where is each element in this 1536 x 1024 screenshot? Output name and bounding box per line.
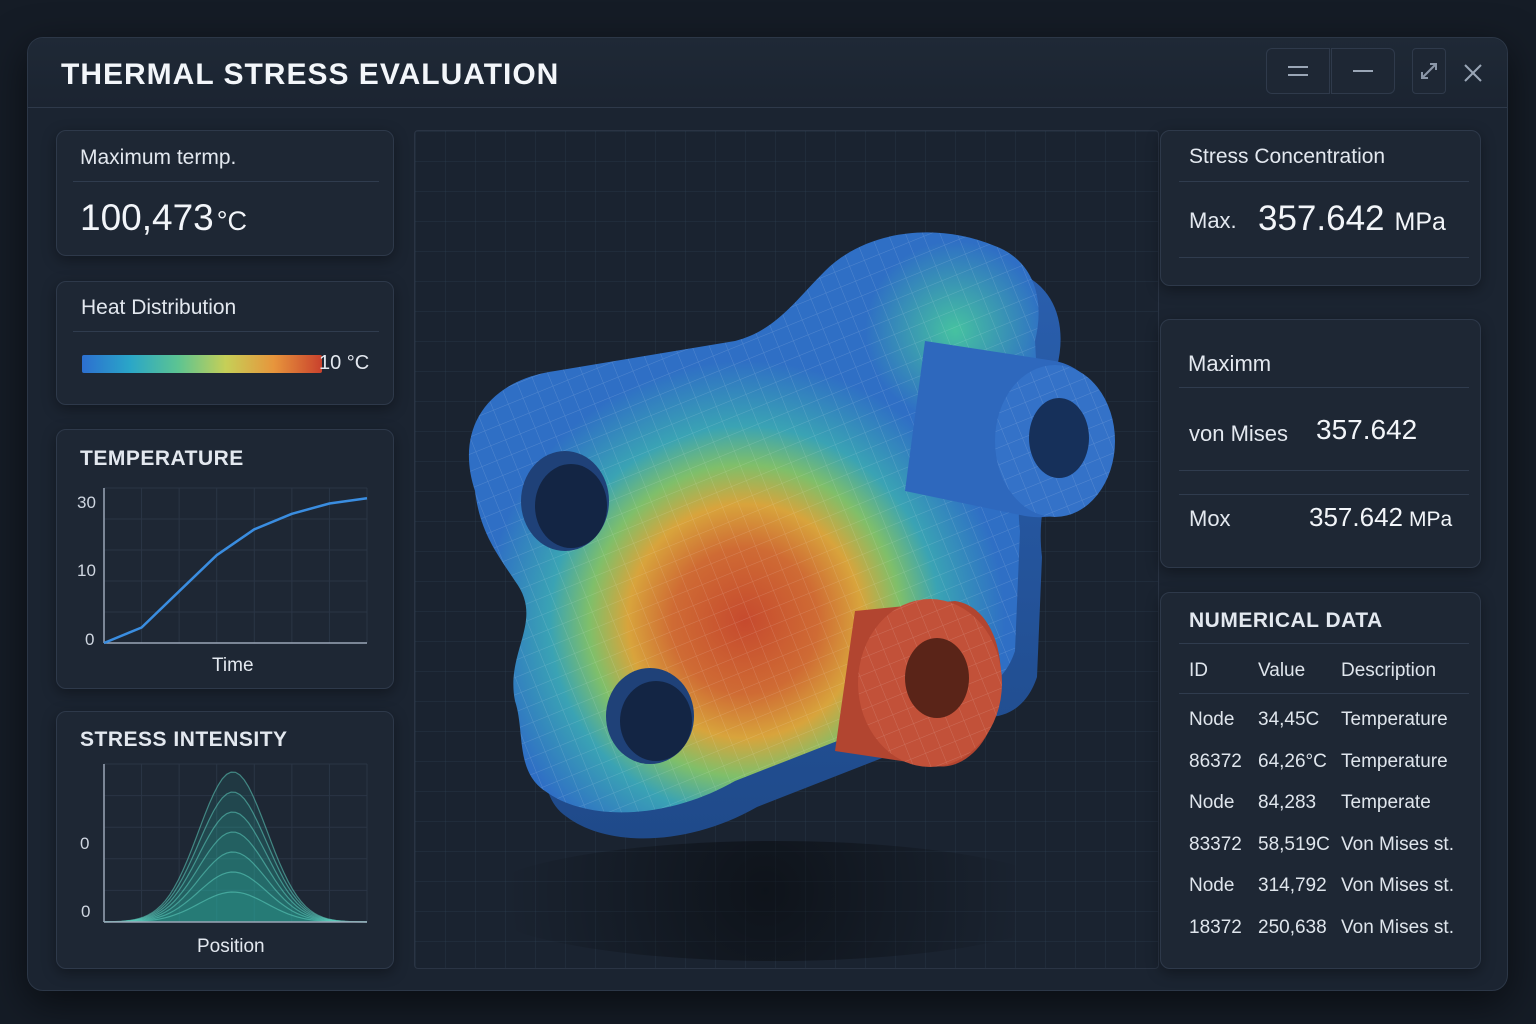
temperature-chart-title: TEMPERATURE xyxy=(80,447,244,470)
heat-distribution-panel: Heat Distribution 10 °C xyxy=(56,281,394,405)
stress-contour-level xyxy=(103,811,367,923)
mox-value: 357.642 MPa xyxy=(1309,502,1453,532)
stress-x-label: Position xyxy=(197,936,265,957)
column-header-id: ID xyxy=(1189,660,1208,681)
stress-concentration-title: Stress Concentration xyxy=(1189,145,1386,168)
cell-value: 34,45C xyxy=(1258,709,1320,730)
column-header-description: Description xyxy=(1341,660,1437,681)
stress-concentration-panel: Stress Concentration Max. 357.642 MPa xyxy=(1160,130,1481,286)
stress-max-value: 357.642 MPa xyxy=(1258,199,1446,238)
cell-id: 18372 xyxy=(1189,916,1242,938)
cell-description: Von Mises st. xyxy=(1341,875,1454,896)
temperature-chart xyxy=(103,487,368,645)
cell-value: 84,283 xyxy=(1258,792,1317,813)
cell-id: Node xyxy=(1189,875,1235,896)
temperature-series-line xyxy=(103,497,368,645)
stress-contour-level xyxy=(103,831,368,923)
stress-intensity-title: STRESS INTENSITY xyxy=(80,728,288,751)
heat-scale-label: 10 °C xyxy=(319,352,370,374)
cell-value: 250,638 xyxy=(1258,916,1327,938)
von-mises-label: von Mises xyxy=(1189,421,1289,446)
model-viewport[interactable] xyxy=(414,130,1159,969)
stress-contour-level xyxy=(103,791,367,923)
window-title: THERMAL STRESS EVALUATION xyxy=(61,58,560,91)
heat-distribution-label: Heat Distribution xyxy=(81,296,237,319)
minimize-button[interactable] xyxy=(1331,48,1395,94)
cell-value: 58,519C xyxy=(1258,833,1330,855)
close-icon xyxy=(1464,64,1482,82)
cell-id: 86372 xyxy=(1189,750,1242,772)
cell-id: Node xyxy=(1189,709,1235,730)
cell-description: Von Mises st. xyxy=(1341,833,1454,855)
y-tick-10: 10 xyxy=(77,561,96,580)
menu-icon xyxy=(1288,66,1308,76)
collapse-icon xyxy=(1421,63,1437,79)
mox-label: Mox xyxy=(1189,506,1231,531)
minimize-icon xyxy=(1353,70,1373,72)
fea-model-render xyxy=(468,232,1115,961)
max-temp-label: Maximum termp. xyxy=(80,146,237,169)
heat-color-scale xyxy=(82,355,322,373)
cell-value: 314,792 xyxy=(1258,875,1327,896)
von-mises-heading: Maximm xyxy=(1188,351,1272,376)
numerical-data-panel: NUMERICAL DATA ID Value Description Node… xyxy=(1160,592,1481,969)
stress-intensity-chart xyxy=(103,763,368,923)
cell-description: Temperate xyxy=(1341,792,1431,813)
cell-value: 64,26°C xyxy=(1258,750,1327,772)
max-temp-value: 100,473 °C xyxy=(80,197,248,238)
cell-id: 83372 xyxy=(1189,833,1242,855)
collapse-button[interactable] xyxy=(1412,48,1446,94)
von-mises-value: 357.642 xyxy=(1316,414,1418,445)
y-tick-0: 0 xyxy=(85,630,95,649)
main-window: THERMAL STRESS EVALUATION Maximum termp.… xyxy=(27,37,1508,991)
cell-description: Temperature xyxy=(1341,750,1448,772)
cell-id: Node xyxy=(1189,792,1235,813)
stress-intensity-panel: STRESS INTENSITY 0 0 Position xyxy=(56,711,394,969)
close-button[interactable] xyxy=(1456,58,1490,88)
numerical-data-title: NUMERICAL DATA xyxy=(1189,609,1383,632)
y-tick-lower: 0 xyxy=(81,902,91,921)
max-temp-panel: Maximum termp. 100,473 °C xyxy=(56,130,394,256)
menu-button[interactable] xyxy=(1266,48,1330,94)
column-header-value: Value xyxy=(1258,660,1306,681)
stress-contour-level xyxy=(103,771,367,923)
stress-contour-level xyxy=(104,891,367,923)
max-label: Max. xyxy=(1189,208,1237,233)
cell-description: Temperature xyxy=(1341,709,1448,730)
stress-contour-level xyxy=(103,851,368,923)
temperature-x-label: Time xyxy=(212,655,254,676)
temperature-chart-panel: TEMPERATURE 30 10 0 Time xyxy=(56,429,394,689)
von-mises-panel: Maximm von Mises 357.642 Mox 357.642 MPa xyxy=(1160,319,1481,568)
cell-description: Von Mises st. xyxy=(1341,916,1454,938)
title-bar: THERMAL STRESS EVALUATION xyxy=(28,38,1507,108)
y-tick-30: 30 xyxy=(77,493,96,512)
y-tick-upper: 0 xyxy=(80,834,90,853)
